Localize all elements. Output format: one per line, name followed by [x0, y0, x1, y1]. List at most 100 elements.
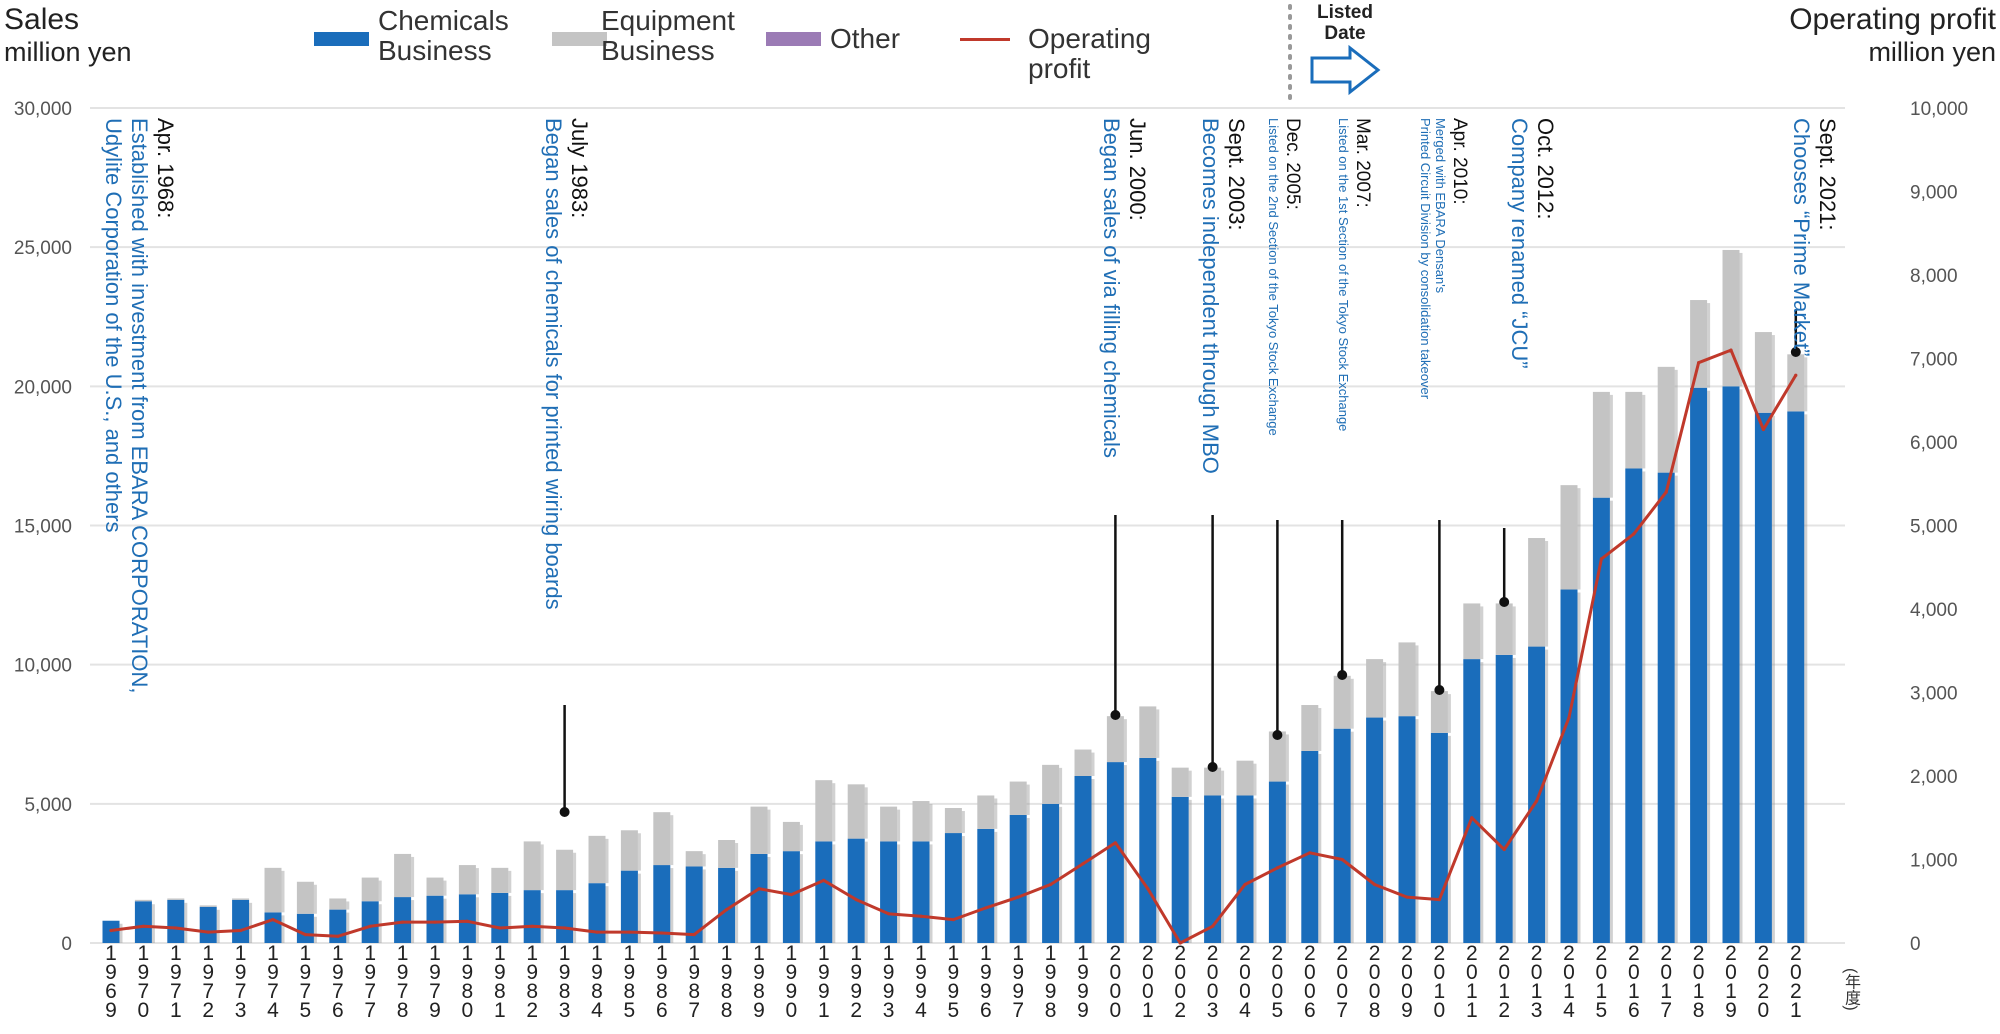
right-axis-title-line2: million yen [1868, 37, 1996, 67]
bar-chemicals-business-2015 [1592, 497, 1610, 943]
bar-equipment-business-1977 [361, 877, 379, 902]
bar-equipment-business-2013 [1528, 538, 1546, 647]
bar-chemicals-business-2016 [1625, 468, 1643, 943]
bar-chemicals-business-2019 [1722, 386, 1740, 943]
listed-arrow-icon [1310, 44, 1381, 96]
bar-chemicals-business-1973 [232, 899, 250, 943]
annotation-4: Dec. 2005: Listed on the 2nd Section of t… [1266, 118, 1303, 436]
bar-shadow [281, 870, 285, 913]
bar-chemicals-business-1990 [782, 851, 800, 943]
year-suffix-label: (年度) [1842, 968, 1859, 1011]
bar-shadow [1609, 500, 1613, 943]
bar-shadow [605, 886, 609, 943]
bar-shadow [1804, 357, 1808, 412]
operating-profit-point-2014 [1567, 715, 1571, 720]
bar-shadow [637, 873, 641, 943]
right-axis-tick-label: 0 [1910, 934, 1921, 955]
operating-profit-point-1976 [336, 934, 340, 938]
bar-shadow [508, 895, 512, 943]
bar-shadow [1156, 709, 1160, 758]
operating-profit-point-1996 [984, 906, 988, 910]
bar-equipment-business-1993 [880, 806, 898, 842]
operating-profit-point-2004 [1243, 882, 1247, 887]
operating-profit-point-2015 [1599, 557, 1603, 561]
operating-profit-point-2000 [1113, 841, 1117, 845]
operating-profit-point-1977 [368, 924, 372, 928]
right-axis-tick-label: 5,000 [1910, 517, 1958, 538]
operating-profit-point-1980 [465, 919, 469, 923]
bar-chemicals-business-1981 [491, 892, 509, 943]
legend-label-equipment: Equipment Business [601, 6, 735, 66]
annotation-date: July 1983: [567, 118, 592, 219]
right-axis-tick-label: 6,000 [1910, 433, 1958, 454]
bar-shadow [1026, 784, 1030, 815]
bar-shadow [1221, 770, 1225, 796]
annotation-5: Mar. 2007: Listed on the 1st Section of t… [1336, 118, 1373, 431]
bar-shadow [1674, 475, 1678, 943]
bar-chemicals-business-1992 [847, 838, 865, 943]
left-axis-tick-label: 30,000 [14, 99, 72, 120]
legend-swatch-equipment [552, 32, 607, 46]
bar-chemicals-business-2018 [1690, 387, 1708, 944]
right-axis-tick-label: 3,000 [1910, 684, 1958, 705]
bar-shadow [1059, 806, 1063, 943]
annotation-text: Merged with EBARA Densan's [1433, 118, 1448, 294]
annotation-text: Becomes independent through MBO [1198, 118, 1223, 474]
annotation-text: Company renamed “JCU” [1507, 118, 1532, 369]
bar-shadow [735, 843, 739, 868]
annotation-8: Sept. 2021: Chooses “Prime Market” [1788, 118, 1840, 356]
bar-chemicals-business-2007 [1333, 728, 1351, 943]
annotation-date: Apr. 1968: [153, 118, 178, 219]
operating-profit-point-2021 [1794, 373, 1798, 377]
bar-shadow [281, 915, 285, 943]
operating-profit-point-2007 [1340, 857, 1344, 862]
operating-profit-point-1997 [1016, 895, 1020, 899]
bar-shadow [1156, 760, 1160, 943]
bar-equipment-business-1987 [685, 851, 703, 867]
bar-chemicals-business-2002 [1171, 796, 1189, 943]
annotation-date: Dec. 2005: [1282, 118, 1303, 210]
bar-shadow [605, 838, 609, 884]
bar-equipment-business-2010 [1430, 691, 1448, 733]
operating-profit-point-1989 [757, 887, 761, 891]
bar-shadow [1642, 394, 1646, 469]
legend-equipment-line1: Equipment [601, 5, 735, 36]
bar-shadow [540, 893, 544, 943]
bar-equipment-business-1994 [912, 801, 930, 842]
bar-shadow [184, 902, 188, 943]
bar-shadow [864, 841, 868, 943]
bar-shadow [475, 868, 479, 895]
listed-date-line2: Date [1324, 23, 1366, 44]
operating-profit-point-2005 [1275, 866, 1279, 870]
bar-equipment-business-2015 [1592, 391, 1610, 498]
annotation-text: Printed Circuit Division by consolidatio… [1418, 118, 1433, 400]
bar-equipment-business-2014 [1560, 485, 1578, 590]
right-axis-title-line1: Operating profit [1789, 3, 1996, 36]
bar-chemicals-business-1996 [977, 828, 995, 943]
bar-chemicals-business-2012 [1495, 654, 1513, 943]
bar-equipment-business-2021 [1787, 354, 1805, 412]
bar-chemicals-business-2017 [1657, 472, 1675, 943]
bar-chemicals-business-1977 [361, 901, 379, 943]
annotation-text: Chooses “Prime Market” [1789, 118, 1814, 357]
annotation-text: Listed on the 1st Section of the Tokyo S… [1336, 118, 1351, 432]
annotation-leader-dot [559, 807, 570, 817]
bar-chemicals-business-2003 [1204, 795, 1222, 943]
annotation-text: Udylite Corporation of the U.S., and oth… [101, 118, 126, 533]
annotation-date: Sept. 2021: [1815, 118, 1840, 231]
annotation-leader-dot [1337, 670, 1348, 680]
bar-chemicals-business-2020 [1754, 412, 1772, 943]
